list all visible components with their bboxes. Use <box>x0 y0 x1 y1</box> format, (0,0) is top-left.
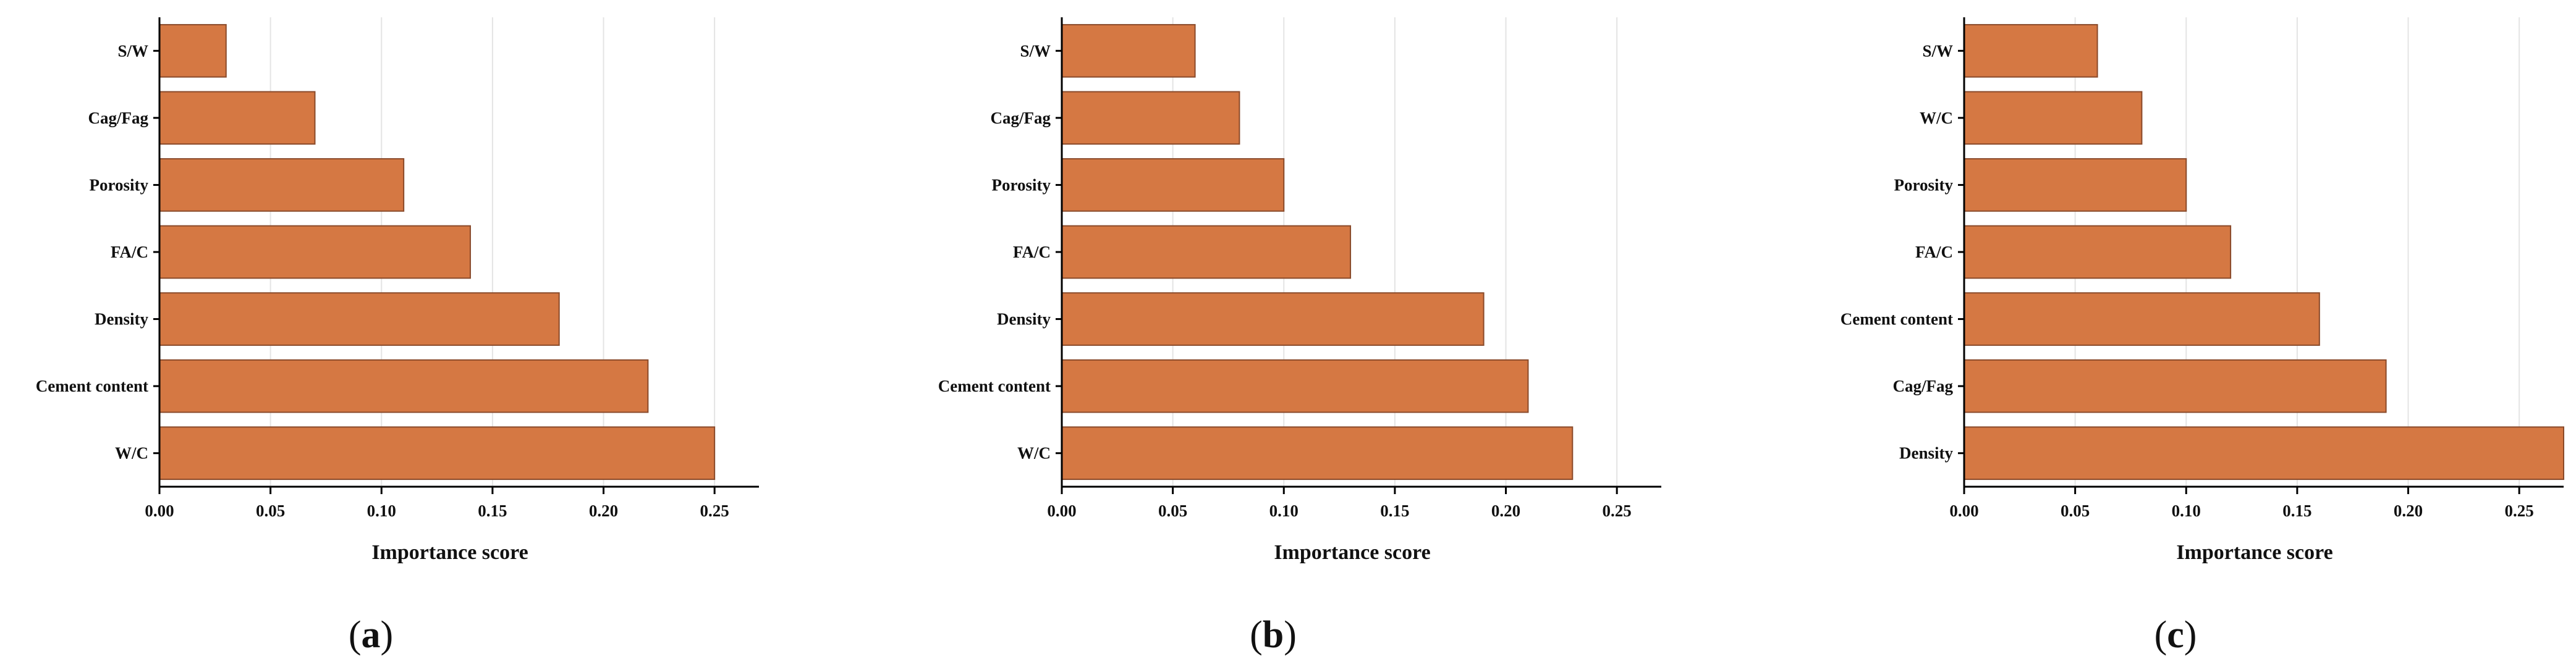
bar-cement-content <box>1061 359 1529 413</box>
bar-w-c <box>1061 426 1574 481</box>
x-tick-label: 0.05 <box>1158 502 1187 520</box>
x-tick-label: 0.00 <box>145 502 174 520</box>
y-tick-label: Cag/Fag <box>88 109 149 127</box>
y-tick-label: Cement content <box>36 377 148 395</box>
panel-label-a: (a) <box>349 614 393 656</box>
bar-w-c <box>1964 91 2143 145</box>
bar-fa-c <box>1061 225 1352 279</box>
chart-panel-a: S/W Cag/Fag Porosity FA/C Density Cement cont… <box>36 17 759 656</box>
panel-label-b: (b) <box>1250 614 1297 656</box>
bar-density <box>1964 426 2564 481</box>
bar-fa-c <box>159 225 471 279</box>
bar-density <box>159 292 560 346</box>
x-axis-title: Importance score <box>1274 541 1430 564</box>
chart-panel-c: S/W W/C Porosity FA/C Cement content Cag/Fag D… <box>1841 17 2564 656</box>
y-tick-label: Density <box>1899 444 1953 463</box>
bar-w-c <box>159 426 716 481</box>
y-tick-label: FA/C <box>111 243 148 261</box>
x-tick-label: 0.00 <box>1949 502 1978 520</box>
bar-porosity <box>159 158 405 212</box>
x-tick-label: 0.25 <box>1603 502 1632 520</box>
x-tick-label: 0.20 <box>1491 502 1520 520</box>
y-tick-label: W/C <box>115 444 148 463</box>
y-tick-label: Cement content <box>938 377 1051 395</box>
bar-fa-c <box>1964 225 2232 279</box>
bar-cag-fag <box>1061 91 1240 145</box>
x-tick-label: 0.20 <box>2394 502 2423 520</box>
x-tick-label: 0.05 <box>2061 502 2090 520</box>
y-tick-label: Density <box>997 310 1051 329</box>
y-tick-label: FA/C <box>1013 243 1051 261</box>
y-tick-label: W/C <box>1017 444 1051 463</box>
panel-label-c: (c) <box>2154 614 2197 656</box>
x-tick-label: 0.15 <box>1380 502 1409 520</box>
y-tick-label: Cement content <box>1841 310 1953 329</box>
y-tick-label: S/W <box>117 41 148 60</box>
y-tick-label: Porosity <box>1894 175 1954 194</box>
bar-porosity <box>1061 158 1285 212</box>
y-tick-label: Density <box>95 310 148 329</box>
x-tick-label: 0.10 <box>2172 502 2201 520</box>
y-tick-label: Porosity <box>992 175 1051 194</box>
y-tick-label: S/W <box>1922 41 1953 60</box>
bar-s-w <box>1964 23 2098 78</box>
bar-cag-fag <box>1964 359 2387 413</box>
bar-cag-fag <box>159 91 316 145</box>
bar-cement-content <box>1964 292 2320 346</box>
y-tick-label: Cag/Fag <box>991 109 1051 127</box>
y-tick-label: Porosity <box>90 175 149 194</box>
bar-porosity <box>1964 158 2187 212</box>
bar-s-w <box>159 23 227 78</box>
x-tick-label: 0.00 <box>1047 502 1076 520</box>
x-tick-label: 0.10 <box>367 502 396 520</box>
x-tick-label: 0.25 <box>2505 502 2534 520</box>
x-tick-label: 0.15 <box>478 502 507 520</box>
y-tick-label: FA/C <box>1915 243 1953 261</box>
bar-s-w <box>1061 23 1196 78</box>
y-tick-label: W/C <box>1920 109 1953 127</box>
x-tick-label: 0.15 <box>2282 502 2311 520</box>
x-axis-title: Importance score <box>371 541 528 564</box>
y-tick-label: S/W <box>1020 41 1051 60</box>
x-tick-label: 0.05 <box>256 502 285 520</box>
x-tick-label: 0.25 <box>700 502 729 520</box>
bar-cement-content <box>159 359 649 413</box>
chart-panel-b: S/W Cag/Fag Porosity FA/C Density Cement cont… <box>938 17 1661 656</box>
x-axis-title: Importance score <box>2176 541 2332 564</box>
bar-density <box>1061 292 1485 346</box>
x-tick-label: 0.10 <box>1269 502 1299 520</box>
x-tick-label: 0.20 <box>589 502 618 520</box>
y-tick-label: Cag/Fag <box>1893 377 1954 395</box>
